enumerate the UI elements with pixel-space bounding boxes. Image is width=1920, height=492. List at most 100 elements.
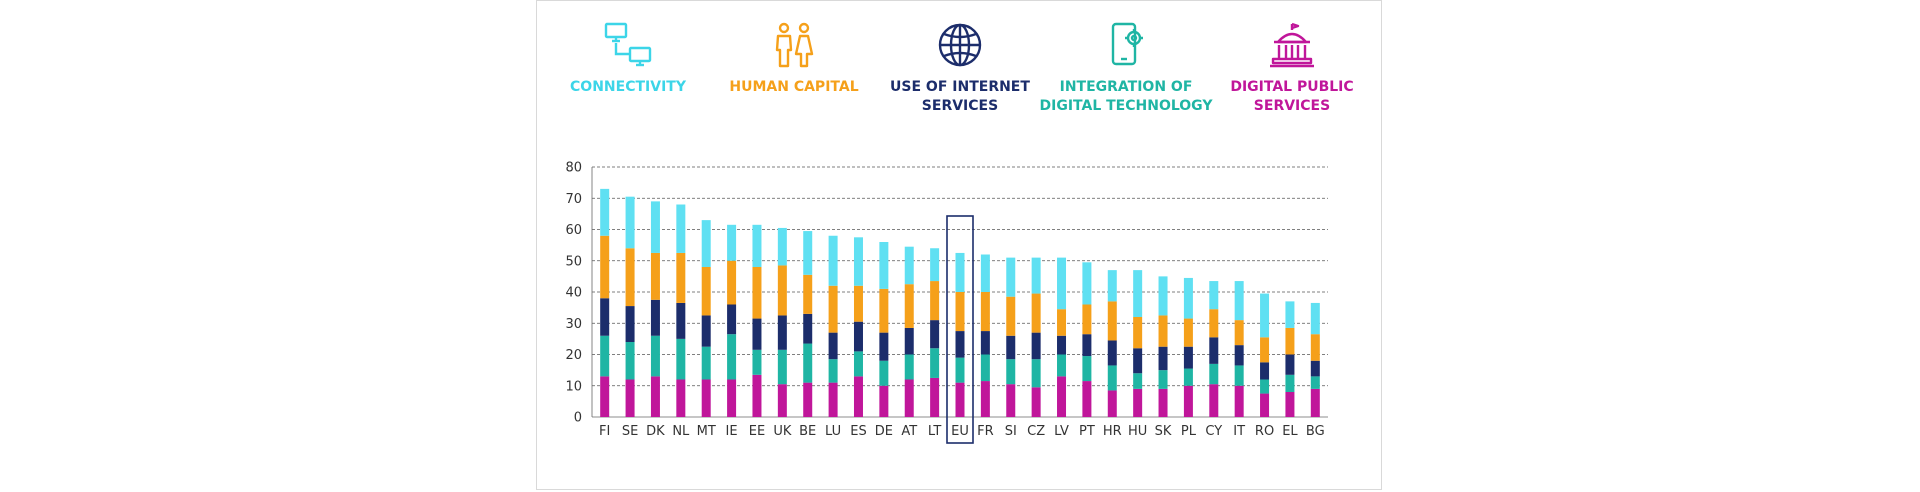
bar-eu-digital-public-services (955, 382, 965, 417)
bar-ee-integration-of-digital-technology (752, 349, 762, 375)
bar-bg-connectivity (1310, 302, 1320, 335)
bar-hr-human-capital (1107, 301, 1117, 341)
bar-pt-integration-of-digital-technology (1082, 356, 1092, 382)
globe-icon (938, 23, 982, 67)
bar-it-integration-of-digital-technology (1234, 365, 1244, 386)
bar-pt-connectivity (1082, 262, 1092, 305)
bar-el-connectivity (1285, 301, 1295, 328)
bar-mt-digital-public-services (701, 379, 711, 417)
bar-lt-human-capital (930, 281, 940, 321)
people-icon (775, 22, 814, 68)
y-tick-label: 70 (565, 192, 582, 207)
bar-pl-use-of-internet-services (1183, 346, 1193, 369)
bar-cz-integration-of-digital-technology (1031, 359, 1041, 388)
x-tick-label: CY (1205, 424, 1222, 439)
bar-at-integration-of-digital-technology (904, 354, 914, 380)
bar-se-human-capital (625, 248, 635, 307)
bar-lv-integration-of-digital-technology (1057, 354, 1067, 377)
bar-at-use-of-internet-services (904, 327, 914, 355)
x-tick-label: EL (1282, 424, 1298, 439)
bar-hr-digital-public-services (1107, 390, 1117, 417)
bar-es-use-of-internet-services (853, 321, 863, 352)
stacked-bar-chart: 0 10 20 30 40 50 60 70 80 FI SE DK NL MT IE EE UK BE LU ES D… (565, 161, 1328, 444)
bar-se-digital-public-services (625, 379, 635, 417)
bar-el-integration-of-digital-technology (1285, 374, 1295, 392)
legend-item-digital-technology: INTEGRATION OF DIGITAL TECHNOLOGY (1036, 22, 1216, 116)
bar-hu-use-of-internet-services (1133, 348, 1143, 374)
bar-cz-digital-public-services (1031, 387, 1041, 417)
bar-fi-human-capital (600, 235, 610, 299)
x-tick-label: HR (1103, 424, 1122, 439)
bar-hr-integration-of-digital-technology (1107, 365, 1117, 391)
bar-ie-digital-public-services (727, 379, 737, 417)
x-tick-label: PL (1181, 424, 1197, 439)
bar-fr-digital-public-services (980, 381, 990, 417)
bar-ro-digital-public-services (1260, 393, 1270, 417)
x-tick-label: DE (875, 424, 893, 439)
legend-item-connectivity: CONNECTIVITY (538, 22, 718, 97)
x-tick-label: BE (799, 424, 816, 439)
bar-nl-connectivity (676, 204, 686, 253)
bar-fr-connectivity (980, 254, 990, 292)
legend-label-internet-services: USE OF INTERNET SERVICES (890, 79, 1030, 114)
bar-si-integration-of-digital-technology (1006, 359, 1016, 385)
bar-de-connectivity (879, 242, 889, 289)
bar-eu-integration-of-digital-technology (955, 357, 965, 383)
bar-lu-use-of-internet-services (828, 332, 838, 360)
bar-cy-digital-public-services (1209, 384, 1219, 417)
bar-dk-integration-of-digital-technology (650, 335, 660, 377)
eu-highlight-box (946, 215, 974, 444)
bar-fi-digital-public-services (600, 376, 610, 417)
bar-de-digital-public-services (879, 385, 889, 417)
bar-be-human-capital (803, 274, 813, 314)
bar-lv-connectivity (1057, 257, 1067, 310)
x-tick-label: CZ (1027, 424, 1045, 439)
bar-de-human-capital (879, 288, 889, 333)
y-tick-label: 10 (565, 379, 582, 394)
bar-el-digital-public-services (1285, 392, 1295, 417)
y-tick-label: 30 (565, 317, 582, 332)
bar-lt-digital-public-services (930, 377, 940, 417)
x-tick-label: SK (1155, 424, 1172, 439)
bar-se-use-of-internet-services (625, 306, 635, 342)
bar-uk-integration-of-digital-technology (777, 349, 787, 385)
bar-mt-use-of-internet-services (701, 315, 711, 347)
legend-label-human-capital: HUMAN CAPITAL (729, 79, 859, 95)
bar-pl-connectivity (1183, 277, 1193, 319)
y-tick-label: 80 (565, 161, 582, 176)
bar-uk-human-capital (777, 265, 787, 316)
x-tick-label: MT (697, 424, 716, 439)
bar-uk-connectivity (777, 227, 787, 266)
bar-se-connectivity (625, 196, 635, 249)
bar-ee-connectivity (752, 224, 762, 267)
bar-mt-human-capital (701, 267, 711, 316)
bar-cy-use-of-internet-services (1209, 337, 1219, 364)
bar-nl-integration-of-digital-technology (676, 338, 686, 380)
legend-label-digital-technology: INTEGRATION OF DIGITAL TECHNOLOGY (1039, 79, 1213, 114)
x-tick-label: AT (901, 424, 917, 439)
bar-ie-integration-of-digital-technology (727, 334, 737, 380)
bar-nl-human-capital (676, 252, 686, 303)
bar-uk-use-of-internet-services (777, 315, 787, 350)
bar-lu-digital-public-services (828, 382, 838, 417)
bar-de-integration-of-digital-technology (879, 360, 889, 386)
bar-it-human-capital (1234, 320, 1244, 346)
bar-it-connectivity (1234, 281, 1244, 321)
x-tick-label: IE (726, 424, 738, 439)
bar-dk-human-capital (650, 252, 660, 300)
bar-lt-use-of-internet-services (930, 320, 940, 349)
bar-ee-use-of-internet-services (752, 318, 762, 350)
x-tick-label: SE (622, 424, 638, 439)
bar-sk-use-of-internet-services (1158, 346, 1168, 371)
bar-at-digital-public-services (904, 379, 914, 417)
bar-pt-digital-public-services (1082, 381, 1092, 417)
x-tick-label: PT (1079, 424, 1095, 439)
bar-uk-digital-public-services (777, 384, 787, 417)
legend-label-public-services: DIGITAL PUBLIC SERVICES (1230, 79, 1354, 114)
bar-be-use-of-internet-services (803, 313, 813, 344)
bar-pt-human-capital (1082, 304, 1092, 335)
bar-cz-human-capital (1031, 293, 1041, 333)
legend-label-connectivity: CONNECTIVITY (570, 79, 686, 95)
bar-fi-integration-of-digital-technology (600, 335, 610, 377)
x-tick-label: HU (1128, 424, 1147, 439)
